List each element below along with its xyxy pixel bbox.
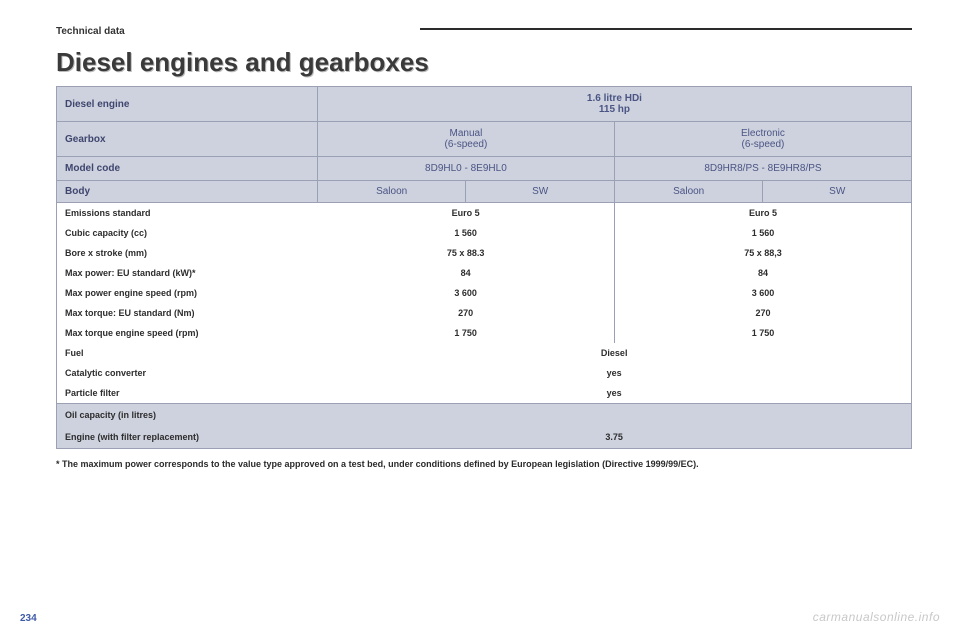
table-row: Max torque: EU standard (Nm)270270 <box>57 303 912 323</box>
engine-label: Diesel engine <box>57 87 318 122</box>
gearbox-manual: Manual (6-speed) <box>317 122 614 157</box>
watermark: carmanualsonline.info <box>813 610 940 624</box>
gearbox-label: Gearbox <box>57 122 318 157</box>
row-value-electronic: 270 <box>614 303 911 323</box>
gearbox-row: Gearbox Manual (6-speed) Electronic (6-s… <box>57 122 912 157</box>
table-row: Max power engine speed (rpm)3 6003 600 <box>57 283 912 303</box>
oil-row-1: Oil capacity (in litres) <box>57 404 912 427</box>
cat-row: Catalytic converter yes <box>57 363 912 383</box>
page-number: 234 <box>20 613 37 624</box>
row-value-electronic: 1 560 <box>614 223 911 243</box>
pf-value: yes <box>317 383 911 404</box>
body-sw-1: SW <box>466 181 615 203</box>
fuel-row: Fuel Diesel <box>57 343 912 363</box>
row-value-manual: Euro 5 <box>317 203 614 224</box>
engine-value: 1.6 litre HDi 115 hp <box>317 87 911 122</box>
fuel-label: Fuel <box>57 343 318 363</box>
table-row: Emissions standardEuro 5Euro 5 <box>57 203 912 224</box>
model-manual: 8D9HL0 - 8E9HL0 <box>317 157 614 181</box>
engine-row: Diesel engine 1.6 litre HDi 115 hp <box>57 87 912 122</box>
row-label: Max power engine speed (rpm) <box>57 283 318 303</box>
body-sw-2: SW <box>763 181 912 203</box>
row-label: Max torque engine speed (rpm) <box>57 323 318 343</box>
body-saloon-2: Saloon <box>614 181 763 203</box>
row-value-manual: 270 <box>317 303 614 323</box>
cat-value: yes <box>317 363 911 383</box>
table-row: Max power: EU standard (kW)*8484 <box>57 263 912 283</box>
pf-row: Particle filter yes <box>57 383 912 404</box>
spec-table: Diesel engine 1.6 litre HDi 115 hp Gearb… <box>56 86 912 449</box>
cat-label: Catalytic converter <box>57 363 318 383</box>
page-title: Diesel engines and gearboxes <box>56 47 912 78</box>
table-row: Max torque engine speed (rpm)1 7501 750 <box>57 323 912 343</box>
oil-label-1: Oil capacity (in litres) <box>57 404 318 427</box>
oil-row-2: Engine (with filter replacement) 3.75 <box>57 426 912 449</box>
pf-label: Particle filter <box>57 383 318 404</box>
row-label: Max power: EU standard (kW)* <box>57 263 318 283</box>
body-row: Body Saloon SW Saloon SW <box>57 181 912 203</box>
row-value-electronic: Euro 5 <box>614 203 911 224</box>
top-rule <box>420 28 912 30</box>
model-row: Model code 8D9HL0 - 8E9HL0 8D9HR8/PS - 8… <box>57 157 912 181</box>
oil-value: 3.75 <box>317 426 911 449</box>
oil-label-2: Engine (with filter replacement) <box>57 426 318 449</box>
row-label: Max torque: EU standard (Nm) <box>57 303 318 323</box>
row-value-electronic: 84 <box>614 263 911 283</box>
data-rows: Emissions standardEuro 5Euro 5Cubic capa… <box>57 203 912 344</box>
model-electronic: 8D9HR8/PS - 8E9HR8/PS <box>614 157 911 181</box>
row-value-manual: 1 750 <box>317 323 614 343</box>
row-value-electronic: 1 750 <box>614 323 911 343</box>
row-value-manual: 84 <box>317 263 614 283</box>
fuel-value: Diesel <box>317 343 911 363</box>
row-value-electronic: 3 600 <box>614 283 911 303</box>
body-label: Body <box>57 181 318 203</box>
row-label: Cubic capacity (cc) <box>57 223 318 243</box>
row-value-manual: 75 x 88.3 <box>317 243 614 263</box>
row-value-electronic: 75 x 88,3 <box>614 243 911 263</box>
page: Technical data Diesel engines and gearbo… <box>0 0 960 640</box>
row-label: Emissions standard <box>57 203 318 224</box>
body-saloon-1: Saloon <box>317 181 466 203</box>
table-row: Bore x stroke (mm)75 x 88.375 x 88,3 <box>57 243 912 263</box>
row-value-manual: 1 560 <box>317 223 614 243</box>
oil-empty <box>317 404 911 427</box>
row-label: Bore x stroke (mm) <box>57 243 318 263</box>
footnote: * The maximum power corresponds to the v… <box>56 459 912 469</box>
row-value-manual: 3 600 <box>317 283 614 303</box>
model-label: Model code <box>57 157 318 181</box>
table-row: Cubic capacity (cc)1 5601 560 <box>57 223 912 243</box>
gearbox-electronic: Electronic (6-speed) <box>614 122 911 157</box>
